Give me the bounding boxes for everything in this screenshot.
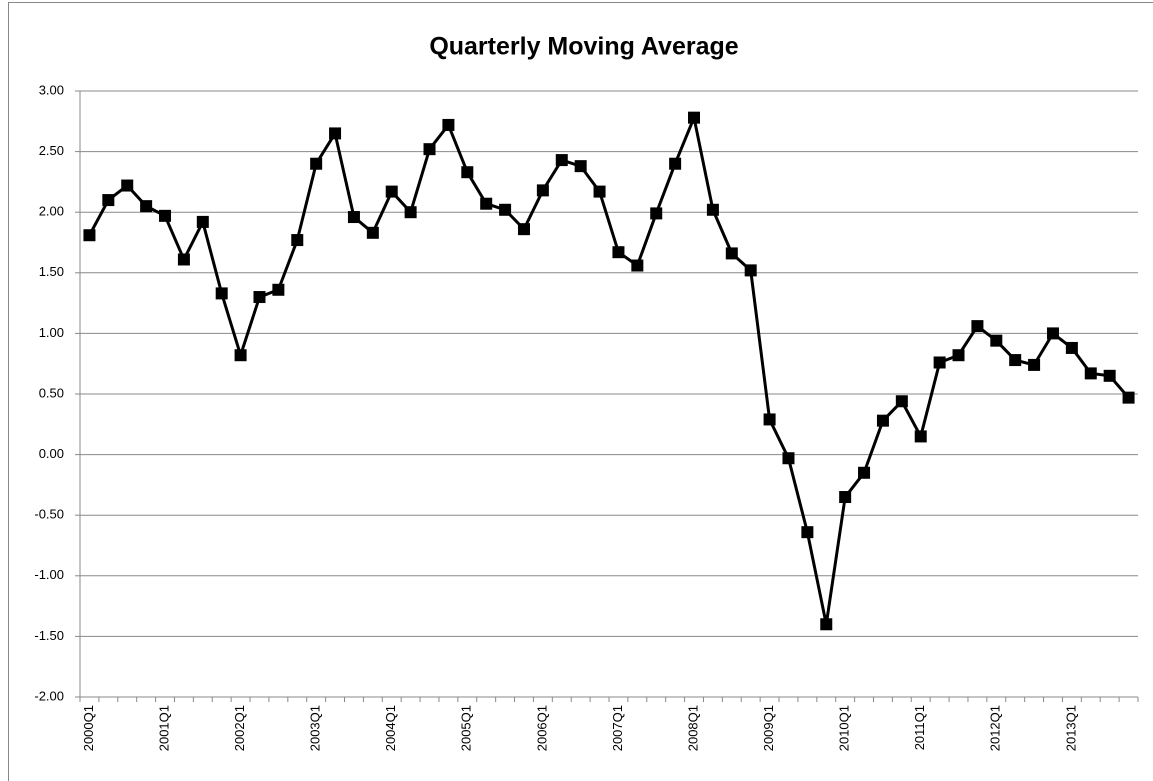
marker — [650, 207, 663, 220]
marker — [140, 200, 153, 213]
x-tick-label: 2004Q1 — [383, 705, 398, 751]
marker — [801, 526, 814, 539]
y-tick-label: -0.50 — [34, 507, 64, 522]
marker — [744, 264, 757, 277]
marker — [253, 291, 266, 304]
marker — [952, 349, 965, 362]
marker — [291, 234, 304, 247]
marker — [914, 430, 927, 443]
x-tick-label: 2013Q1 — [1063, 705, 1078, 751]
marker — [1046, 327, 1059, 340]
marker — [763, 413, 776, 426]
y-tick-label: -1.50 — [34, 628, 64, 643]
x-tick-label: 2002Q1 — [232, 705, 247, 751]
x-tick-label: 2003Q1 — [308, 705, 323, 751]
y-tick-label: 3.00 — [39, 82, 64, 97]
marker — [555, 154, 568, 167]
x-tick-label: 2012Q1 — [988, 705, 1003, 751]
marker — [1065, 341, 1078, 354]
x-tick-label: 2008Q1 — [685, 705, 700, 751]
marker — [234, 349, 247, 362]
marker — [858, 466, 871, 479]
marker — [593, 185, 606, 198]
y-tick-label: 0.00 — [39, 446, 64, 461]
marker — [442, 118, 455, 131]
marker — [725, 247, 738, 260]
x-tick-label: 2006Q1 — [534, 705, 549, 751]
y-tick-label: 2.50 — [39, 143, 64, 158]
marker — [1103, 369, 1116, 382]
x-tick-label: 2007Q1 — [610, 705, 625, 751]
marker — [121, 179, 134, 192]
y-tick-label: -1.00 — [34, 567, 64, 582]
marker — [876, 414, 889, 427]
marker — [404, 206, 417, 219]
y-tick-label: -2.00 — [34, 688, 64, 703]
marker — [177, 253, 190, 266]
marker — [366, 226, 379, 239]
marker — [612, 246, 625, 259]
marker — [480, 197, 493, 210]
marker — [159, 209, 172, 222]
x-tick-label: 2001Q1 — [156, 705, 171, 751]
marker — [669, 157, 682, 170]
y-tick-label: 1.50 — [39, 264, 64, 279]
x-tick-label: 2009Q1 — [761, 705, 776, 751]
marker — [499, 203, 512, 216]
marker — [1009, 354, 1022, 367]
marker — [215, 287, 228, 300]
marker — [347, 211, 360, 224]
marker — [536, 184, 549, 197]
marker — [1028, 358, 1041, 371]
marker — [688, 111, 701, 124]
y-tick-label: 1.00 — [39, 325, 64, 340]
marker — [196, 215, 209, 228]
marker — [990, 334, 1003, 347]
marker — [423, 143, 436, 156]
marker — [631, 259, 644, 272]
x-tick-label: 2005Q1 — [459, 705, 474, 751]
marker — [385, 185, 398, 198]
chart-border — [8, 2, 1153, 781]
x-tick-label: 2011Q1 — [912, 705, 927, 750]
marker — [820, 618, 833, 631]
marker — [839, 491, 852, 504]
marker — [517, 223, 530, 236]
marker — [461, 166, 474, 179]
marker — [83, 229, 96, 242]
marker — [971, 320, 984, 333]
marker — [102, 194, 115, 207]
y-tick-label: 2.00 — [39, 204, 64, 219]
marker — [272, 283, 285, 296]
marker — [782, 452, 795, 465]
marker — [933, 356, 946, 369]
y-tick-label: 0.50 — [39, 385, 64, 400]
marker — [310, 157, 323, 170]
marker — [895, 395, 908, 408]
marker — [1084, 367, 1097, 380]
x-tick-label: 2010Q1 — [837, 705, 852, 751]
marker — [1122, 391, 1135, 404]
marker — [574, 160, 587, 173]
marker — [706, 203, 719, 216]
chart-title: Quarterly Moving Average — [429, 33, 738, 61]
x-tick-label: 2000Q1 — [81, 705, 96, 751]
marker — [329, 127, 342, 140]
